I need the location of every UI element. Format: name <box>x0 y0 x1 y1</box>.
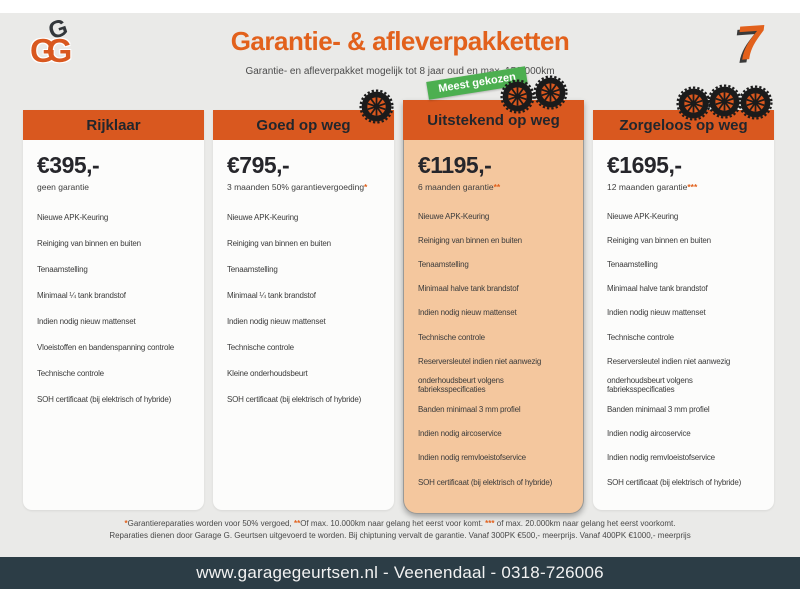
footnote-asterisk: *** <box>485 519 495 528</box>
footnote-text: of max. 20.000km naar gelang het eerst v… <box>494 519 676 528</box>
package-price-note: 6 maanden garantie** <box>418 182 571 192</box>
footnote-asterisk: * <box>124 519 128 528</box>
footnotes-line1: *Garantiereparaties worden voor 50% verg… <box>0 518 800 530</box>
package-feature: Vloeistoffen en bandenspanning controle <box>37 342 175 352</box>
package-card-goed-op-weg: Goed op weg €795,- 3 maanden 50% garanti… <box>213 110 394 510</box>
garage-geurtsen-logo: G GG <box>28 14 90 80</box>
package-feature: Minimaal ¼ tank brandstof <box>37 290 126 300</box>
package-feature: Indien nodig nieuw mattenset <box>37 316 136 326</box>
page-title: Garantie- & afleverpakketten <box>230 26 570 56</box>
package-price: €395,- <box>37 152 100 178</box>
tire-icon <box>707 84 742 119</box>
price-note-text: 6 maanden garantie <box>418 182 494 192</box>
price-note-asterisks: ** <box>493 182 501 192</box>
package-price-note: geen garantie <box>37 182 192 192</box>
package-card-zorgeloos-op-weg: Zorgeloos op weg €1695,- 12 maanden gara… <box>593 110 774 510</box>
package-feature: Reserversleutel indien niet aanwezig <box>418 356 542 366</box>
price-note-text: 12 maanden garantie <box>607 182 688 192</box>
package-card-uitstekend-op-weg: Uitstekend op weg €1195,- 6 maanden gara… <box>403 100 584 514</box>
package-feature: Tenaamstelling <box>37 264 88 274</box>
package-feature: SOH certificaat (bij elektrisch of hybri… <box>418 477 553 487</box>
footer-bar: www.garagegeurtsen.nl - Veenendaal - 031… <box>0 557 800 589</box>
package-feature: Indien nodig remvloeistofservice <box>418 453 526 463</box>
package-features: Nieuwe APK-Keuring Reiniging van binnen e… <box>37 204 192 412</box>
package-feature: Nieuwe APK-Keuring <box>227 212 299 222</box>
package-header: Goed op weg <box>213 110 394 140</box>
package-features: Nieuwe APK-Keuring Reiniging van binnen e… <box>607 204 762 494</box>
package-columns: Rijklaar €395,- geen garantie Nieuwe APK… <box>23 100 774 514</box>
package-body: €1695,- 12 maanden garantie*** Nieuwe AP… <box>593 140 774 494</box>
price-note-asterisks: * <box>364 182 368 192</box>
package-feature: Minimaal halve tank brandstof <box>607 284 708 294</box>
footnote-text: Of max. 10.000km naar gelang het eerst v… <box>300 519 486 528</box>
package-price: €1195,- <box>418 152 492 178</box>
package-price: €795,- <box>227 152 290 178</box>
package-feature: Indien nodig nieuw mattenset <box>418 308 517 318</box>
page-subtitle: Garantie- en afleverpakket mogelijk tot … <box>245 66 555 77</box>
package-card-rijklaar: Rijklaar €395,- geen garantie Nieuwe APK… <box>23 110 204 510</box>
tire-icon <box>533 75 568 110</box>
package-feature: Technische controle <box>418 332 485 342</box>
package-feature: Kleine onderhoudsbeurt <box>227 368 308 378</box>
footnote-text: Garantiereparaties worden voor 50% vergo… <box>127 519 294 528</box>
package-feature: Banden minimaal 3 mm profiel <box>607 405 710 415</box>
package-feature: Reiniging van binnen en buiten <box>607 235 711 245</box>
package-feature: SOH certificaat (bij elektrisch of hybri… <box>607 477 742 487</box>
package-feature: Reserversleutel indien niet aanwezig <box>607 356 731 366</box>
package-feature: onderhoudsbeurt volgens fabrieksspecific… <box>607 376 693 395</box>
package-feature: Minimaal halve tank brandstof <box>418 284 519 294</box>
package-feature: Nieuwe APK-Keuring <box>607 211 679 221</box>
package-feature: onderhoudsbeurt volgens fabrieksspecific… <box>418 376 504 395</box>
package-feature: Nieuwe APK-Keuring <box>37 212 109 222</box>
price-note-asterisks: *** <box>687 182 698 192</box>
price-note-text: geen garantie <box>37 182 89 192</box>
package-feature: Minimaal ¼ tank brandstof <box>227 290 316 300</box>
package-feature: Tenaamstelling <box>227 264 278 274</box>
package-feature: Indien nodig nieuw mattenset <box>227 316 326 326</box>
package-feature: Indien nodig aircoservice <box>418 429 502 439</box>
package-price-note: 12 maanden garantie*** <box>607 182 762 192</box>
seven-graphic: 7 <box>735 16 766 71</box>
package-feature: Nieuwe APK-Keuring <box>418 211 490 221</box>
package-body: €1195,- 6 maanden garantie** Nieuwe APK-… <box>404 140 583 494</box>
package-feature: Technische controle <box>227 342 294 352</box>
package-header: Rijklaar <box>23 110 204 140</box>
package-feature: Reiniging van binnen en buiten <box>418 235 522 245</box>
package-feature: SOH certificaat (bij elektrisch of hybri… <box>227 394 362 404</box>
package-feature: SOH certificaat (bij elektrisch of hybri… <box>37 394 172 404</box>
package-feature: Reiniging van binnen en buiten <box>227 238 331 248</box>
footnote-asterisk: ** <box>293 519 301 528</box>
package-feature: Indien nodig aircoservice <box>607 429 691 439</box>
package-feature: Reiniging van binnen en buiten <box>37 238 141 248</box>
tire-icon <box>500 79 535 114</box>
package-feature: Tenaamstelling <box>607 259 658 269</box>
package-body: €795,- 3 maanden 50% garantievergoeding*… <box>213 140 394 412</box>
package-feature: Indien nodig nieuw mattenset <box>607 308 706 318</box>
package-body: €395,- geen garantie Nieuwe APK-Keuring R… <box>23 140 204 412</box>
tire-icon <box>359 89 394 124</box>
package-price-note: 3 maanden 50% garantievergoeding* <box>227 182 382 192</box>
package-feature: Technische controle <box>37 368 104 378</box>
price-note-text: 3 maanden 50% garantievergoeding <box>227 182 365 192</box>
package-feature: Indien nodig remvloeistofservice <box>607 453 715 463</box>
package-features: Nieuwe APK-Keuring Reiniging van binnen e… <box>227 204 382 412</box>
tire-icon <box>676 86 711 121</box>
footer-contact-text: www.garagegeurtsen.nl - Veenendaal - 031… <box>196 563 604 582</box>
package-feature: Banden minimaal 3 mm profiel <box>418 405 521 415</box>
package-feature: Technische controle <box>607 332 674 342</box>
footnotes: *Garantiereparaties worden voor 50% verg… <box>0 518 800 542</box>
package-feature: Tenaamstelling <box>418 259 469 269</box>
footnotes-line2: Reparaties dienen door Garage G. Geurtse… <box>109 531 691 540</box>
package-price: €1695,- <box>607 152 682 178</box>
package-features: Nieuwe APK-Keuring Reiniging van binnen e… <box>418 204 571 494</box>
tire-icon <box>738 85 773 120</box>
